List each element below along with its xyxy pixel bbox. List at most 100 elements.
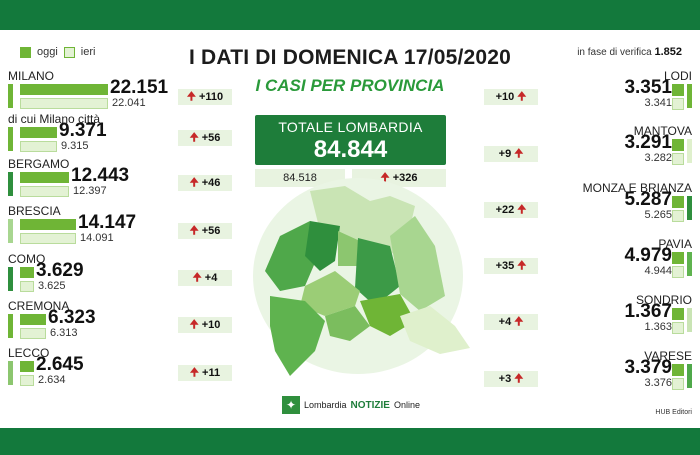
delta-value: +10 [201, 319, 221, 331]
delta-badge-left: 🠉 +56 [178, 130, 232, 146]
yesterday-bar [20, 328, 46, 339]
up-arrow-icon: 🠉 [189, 318, 199, 331]
today-value: 3.291 [624, 132, 672, 153]
brand-notizie: NOTIZIE [350, 399, 390, 411]
today-square [672, 84, 684, 96]
up-arrow-icon: 🠉 [514, 147, 524, 160]
province-strip [8, 84, 13, 108]
up-arrow-icon: 🠉 [514, 372, 524, 385]
province-name: MILANO [8, 69, 55, 83]
today-value: 2.645 [36, 354, 84, 375]
today-value: 5.287 [624, 189, 672, 210]
province-block: MONZA E BRIANZA 5.287 5.265 [522, 182, 692, 223]
delta-value: +56 [201, 225, 221, 237]
verification-value: 1.852 [654, 46, 682, 58]
map-region-como [305, 221, 340, 271]
delta-badge-left: 🠉 +4 [178, 270, 232, 286]
province-block: COMO 3.629 3.625 [8, 253, 178, 294]
yesterday-row: 14.091 [8, 232, 178, 246]
today-bar [20, 127, 57, 138]
up-arrow-icon: 🠉 [517, 203, 527, 216]
yesterday-row: 6.313 [8, 327, 178, 341]
delta-badge-left: 🠉 +110 [178, 89, 232, 105]
province-strip [8, 127, 13, 151]
province-strip [687, 139, 692, 163]
province-block: MILANO 22.151 22.041 [8, 70, 178, 111]
map-region-mantova [400, 306, 470, 354]
today-square [672, 139, 684, 151]
today-bar [20, 314, 46, 325]
today-row: 14.147 [8, 212, 178, 233]
legend-yesterday-label: ieri [80, 46, 96, 58]
delta-value: +35 [495, 260, 515, 272]
province-block: LECCO 2.645 2.634 [8, 347, 178, 388]
today-bar [20, 84, 108, 95]
total-increase-value: +326 [392, 172, 418, 184]
province-name: SONDRIO [635, 293, 692, 307]
today-bar [20, 267, 34, 278]
up-arrow-icon: 🠉 [192, 271, 202, 284]
yesterday-square [672, 266, 684, 278]
today-value: 3.351 [624, 77, 672, 98]
province-strip [8, 361, 13, 385]
up-arrow-icon: 🠉 [189, 176, 199, 189]
delta-badge-left: 🠉 +56 [178, 223, 232, 239]
today-row: 3.291 [522, 132, 692, 153]
delta-badge-right: +3 🠉 [484, 371, 538, 387]
today-square [672, 196, 684, 208]
delta-badge-right: +9 🠉 [484, 146, 538, 162]
delta-value: +10 [495, 91, 515, 103]
yesterday-bar [20, 281, 34, 292]
bottom-band [0, 428, 700, 455]
total-previous: 84.518 [255, 169, 345, 187]
brand-online: Online [393, 400, 420, 410]
yesterday-row: 2.634 [8, 374, 178, 388]
delta-badge-right: +35 🠉 [484, 258, 538, 274]
yesterday-value: 14.091 [80, 232, 114, 244]
yesterday-value: 3.341 [644, 97, 672, 109]
page-subtitle: I CASI PER PROVINCIA [255, 76, 445, 95]
delta-value: +22 [495, 204, 515, 216]
today-value: 1.367 [624, 301, 672, 322]
today-bar [20, 219, 76, 230]
legend-today-label: oggi [37, 46, 58, 58]
lombardy-map [253, 178, 470, 376]
province-strip [8, 267, 13, 291]
top-band [0, 0, 700, 30]
delta-value: +9 [498, 148, 512, 160]
today-square [672, 364, 684, 376]
province-name: di cui Milano città [8, 112, 101, 126]
today-row: 6.323 [8, 307, 178, 328]
delta-value: +4 [498, 316, 512, 328]
delta-value: +110 [198, 91, 224, 103]
today-bar [20, 361, 34, 372]
province-name: COMO [8, 252, 46, 266]
up-arrow-icon: 🠉 [517, 90, 527, 103]
legend-yesterday-swatch [63, 46, 75, 58]
yesterday-row: 3.341 [522, 97, 692, 111]
total-lombardia-box: TOTALE LOMBARDIA 84.844 [255, 115, 446, 165]
province-name: MANTOVA [633, 124, 692, 138]
yesterday-square [672, 98, 684, 110]
up-arrow-icon: 🠉 [517, 259, 527, 272]
yesterday-square [672, 153, 684, 165]
delta-value: +56 [201, 132, 221, 144]
map-region-brescia [390, 216, 445, 311]
map-region-milano [300, 271, 360, 316]
verification-note: in fase di verifica 1.852 [577, 46, 682, 58]
province-block: CREMONA 6.323 6.313 [8, 300, 178, 341]
yesterday-value: 2.634 [38, 374, 66, 386]
yesterday-row: 3.625 [8, 280, 178, 294]
today-row: 3.379 [522, 357, 692, 378]
brand-footer: ✦ Lombardia NOTIZIE Online [282, 396, 420, 414]
delta-badge-left: 🠉 +46 [178, 175, 232, 191]
legend: oggi ieri [20, 46, 95, 58]
province-strip [687, 364, 692, 388]
today-value: 9.371 [59, 120, 107, 141]
yesterday-row: 3.282 [522, 152, 692, 166]
yesterday-row: 3.376 [522, 377, 692, 391]
province-strip [687, 308, 692, 332]
map-region-cremona [360, 294, 415, 336]
yesterday-value: 5.265 [644, 209, 672, 221]
delta-value: +3 [498, 373, 512, 385]
